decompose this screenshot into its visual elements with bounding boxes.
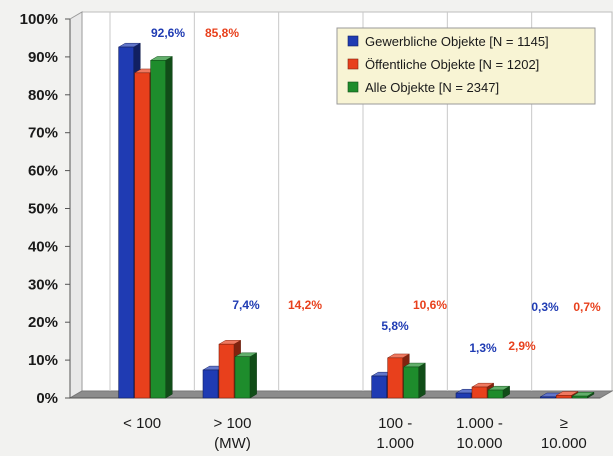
bar-front — [234, 356, 251, 399]
data-label: 1,3% — [469, 341, 497, 355]
bar — [149, 56, 174, 399]
data-label: 2,9% — [508, 339, 536, 353]
data-label: 92,6% — [151, 26, 185, 40]
x-category-label: > 100 — [214, 415, 252, 432]
bar-front — [150, 60, 166, 399]
x-category-label: 1.000 — [376, 435, 414, 452]
y-tick-label: 0% — [36, 390, 58, 407]
bar-side — [418, 362, 426, 399]
bar-front — [556, 395, 572, 399]
data-label: 85,8% — [205, 26, 239, 40]
legend-label: Öffentliche Objekte [N = 1202] — [365, 57, 539, 72]
data-label: 0,3% — [531, 300, 559, 314]
bar-front — [218, 343, 235, 399]
legend-box — [336, 27, 596, 105]
bar-front — [118, 46, 134, 399]
bar-front — [540, 396, 556, 399]
y-tick-label: 90% — [28, 49, 58, 66]
x-category-label: 10.000 — [457, 435, 503, 452]
bar-front — [471, 386, 488, 399]
legend-label: Gewerbliche Objekte [N = 1145] — [365, 34, 549, 49]
bar-side — [165, 56, 173, 399]
data-label: 10,6% — [413, 298, 447, 312]
bar-side — [249, 352, 257, 399]
data-label: 14,2% — [288, 298, 322, 312]
bar-front — [387, 357, 403, 399]
bar-front — [455, 392, 472, 399]
y-tick-label: 80% — [28, 87, 58, 104]
chart-side-wall — [69, 11, 83, 399]
bar — [571, 391, 595, 399]
data-label: 0,7% — [573, 300, 601, 314]
y-tick-label: 70% — [28, 125, 58, 142]
y-tick-label: 50% — [28, 201, 58, 218]
bar-front — [572, 395, 588, 399]
y-tick-label: 40% — [28, 238, 58, 255]
bar — [234, 352, 258, 399]
bar-front — [202, 369, 219, 399]
x-category-label: < 100 — [123, 415, 161, 432]
x-category-label: ≥ — [560, 415, 568, 432]
bar — [402, 362, 427, 399]
y-tick-label: 60% — [28, 163, 58, 180]
legend-swatch — [347, 35, 359, 47]
x-category-label: 10.000 — [541, 435, 587, 452]
legend-label: Alle Objekte [N = 2347] — [365, 80, 499, 95]
bar — [487, 385, 511, 399]
bar-front — [403, 366, 419, 399]
y-tick-label: 20% — [28, 314, 58, 331]
data-label: 7,4% — [232, 298, 260, 312]
y-tick-label: 10% — [28, 352, 58, 369]
y-tick-label: 30% — [28, 276, 58, 293]
data-label: 5,8% — [381, 319, 409, 333]
legend-swatch — [347, 58, 359, 70]
x-category-label: 100 - — [378, 415, 412, 432]
bar-front — [371, 375, 387, 399]
bar-front — [487, 389, 504, 399]
legend-swatch — [347, 81, 359, 93]
x-category-label: 1.000 - — [456, 415, 503, 432]
y-tick-label: 100% — [20, 11, 58, 28]
bar-front — [134, 72, 150, 399]
x-category-label: (MW) — [214, 435, 251, 452]
